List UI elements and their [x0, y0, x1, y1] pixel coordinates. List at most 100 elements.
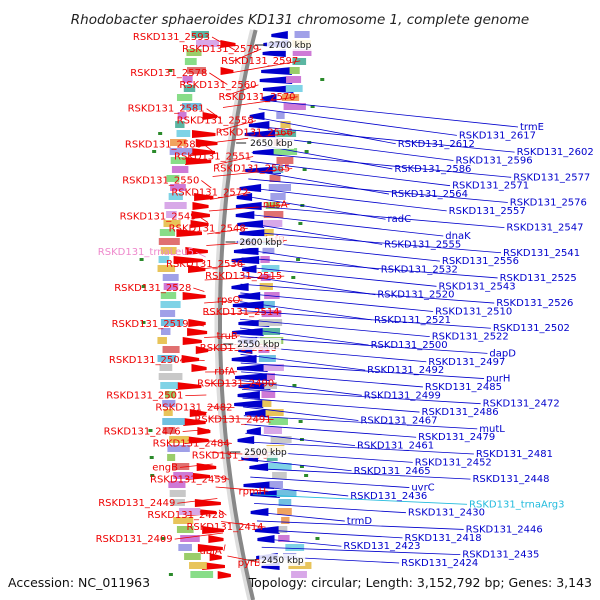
- feature-mark: [148, 429, 153, 432]
- feature-block: [175, 121, 185, 128]
- gene-label: RSKD131_2532: [381, 265, 458, 276]
- gene-label: RSKD131_2525: [500, 273, 577, 284]
- gene-label: RSKD131_2597: [221, 56, 298, 67]
- forward-gene-arrow: [191, 211, 210, 219]
- right-leader-line: [260, 99, 519, 128]
- forward-gene-arrow: [185, 247, 208, 255]
- gene-label: RSKD131_2461: [357, 441, 434, 452]
- left-leader-line: [227, 555, 263, 564]
- left-leader-line: [232, 48, 262, 62]
- gene-label: RSKD131_2424: [401, 558, 478, 569]
- feature-block: [160, 301, 181, 308]
- feature-block: [283, 103, 306, 110]
- feature-block: [160, 247, 177, 254]
- right-leader-line: [258, 529, 403, 539]
- gene-label: RSKD131_2580: [125, 140, 202, 151]
- right-leader-line: [247, 187, 447, 212]
- forward-gene-arrow: [194, 499, 221, 507]
- gene-label: RSKD131_2570: [218, 92, 295, 103]
- feature-block: [170, 184, 186, 191]
- feature-mark: [298, 420, 303, 423]
- feature-block: [160, 292, 177, 299]
- feature-block: [272, 472, 287, 479]
- gene-label: RSKD131_2446: [466, 524, 543, 535]
- feature-block: [262, 247, 275, 254]
- gene-label: RSKD131_2486: [422, 407, 499, 418]
- feature-block: [176, 526, 194, 533]
- left-leader-line: [224, 84, 259, 97]
- forward-gene-arrow: [188, 265, 206, 273]
- left-leader-line: [214, 475, 230, 480]
- feature-block: [182, 76, 193, 83]
- left-leader-line: [210, 440, 232, 444]
- feature-mark: [320, 78, 325, 81]
- gene-label: RSKD131_2579: [182, 44, 259, 55]
- feature-block: [277, 508, 292, 515]
- reverse-gene-arrow: [250, 490, 280, 498]
- gene-label: RSKD131_2556: [442, 256, 519, 267]
- left-leader-line: [203, 144, 216, 154]
- right-leader-line: [240, 274, 376, 296]
- forward-gene-arrow: [196, 463, 217, 471]
- right-leader-line: [239, 327, 369, 346]
- trna-label: RSKD131_trnaLeu5: [98, 247, 194, 258]
- feature-block: [162, 427, 176, 434]
- gene-label: RSKD131_2492: [367, 365, 444, 376]
- right-leader-line: [243, 415, 478, 430]
- feature-block: [187, 67, 206, 74]
- feature-block: [183, 85, 196, 92]
- feature-mark: [149, 456, 154, 459]
- gene-label: rpsO: [217, 295, 241, 306]
- feature-block: [261, 310, 282, 317]
- feature-mark: [315, 537, 320, 540]
- feature-block: [178, 544, 192, 551]
- gene-label: RSKD131_2491: [194, 415, 271, 426]
- right-leader-line: [240, 336, 488, 354]
- feature-block: [160, 382, 178, 389]
- feature-mark: [304, 474, 309, 477]
- feature-block: [167, 445, 190, 452]
- forward-gene-arrow: [184, 436, 209, 444]
- feature-block: [280, 121, 291, 128]
- gene-label: RSKD131_2548: [169, 223, 246, 234]
- forward-gene-arrow: [209, 553, 222, 561]
- right-leader-line: [241, 266, 437, 287]
- gene-label: RSKD131_2565: [213, 164, 290, 175]
- reverse-gene-arrow: [244, 409, 268, 417]
- feature-block: [162, 418, 185, 425]
- right-leader-line: [258, 108, 457, 136]
- right-leader-line: [245, 204, 505, 229]
- gene-label: trmE: [520, 122, 544, 133]
- feature-block: [268, 463, 292, 470]
- gene-label: RSKD131_2476: [104, 427, 181, 438]
- feature-block: [166, 211, 177, 218]
- feature-block: [263, 427, 283, 434]
- left-leader-line: [198, 215, 209, 223]
- left-leader-line: [208, 203, 290, 212]
- reverse-gene-arrow: [232, 301, 264, 309]
- gene-label: RSKD131_2430: [408, 508, 485, 519]
- right-leader-line: [248, 459, 352, 472]
- gene-label: RSKD131_2550: [122, 175, 199, 186]
- left-leader-line: [209, 72, 228, 85]
- feature-block: [285, 85, 303, 92]
- gene-label: uvrC: [411, 483, 434, 494]
- feature-block: [186, 49, 202, 56]
- feature-block: [262, 328, 281, 335]
- feature-block: [157, 265, 176, 272]
- feature-block: [173, 472, 193, 479]
- gene-label: RSKD131_2418: [405, 533, 482, 544]
- gene-label: RSKD131_2452: [415, 457, 492, 468]
- feature-mark: [168, 573, 173, 576]
- gene-label: RSKD131_2576: [510, 197, 587, 208]
- tick-label-bg: [259, 554, 306, 566]
- gene-label: RSKD131_2436: [350, 491, 427, 502]
- feature-mark: [298, 222, 303, 225]
- gene-label: RSKD131_2541: [503, 248, 580, 259]
- tick-label: 2600 kbp: [240, 238, 283, 248]
- feature-block: [294, 31, 310, 38]
- feature-block: [157, 337, 167, 344]
- gene-label: RSKD131_2500: [371, 340, 448, 351]
- reverse-gene-arrow: [239, 229, 267, 237]
- reverse-gene-arrow: [231, 283, 249, 291]
